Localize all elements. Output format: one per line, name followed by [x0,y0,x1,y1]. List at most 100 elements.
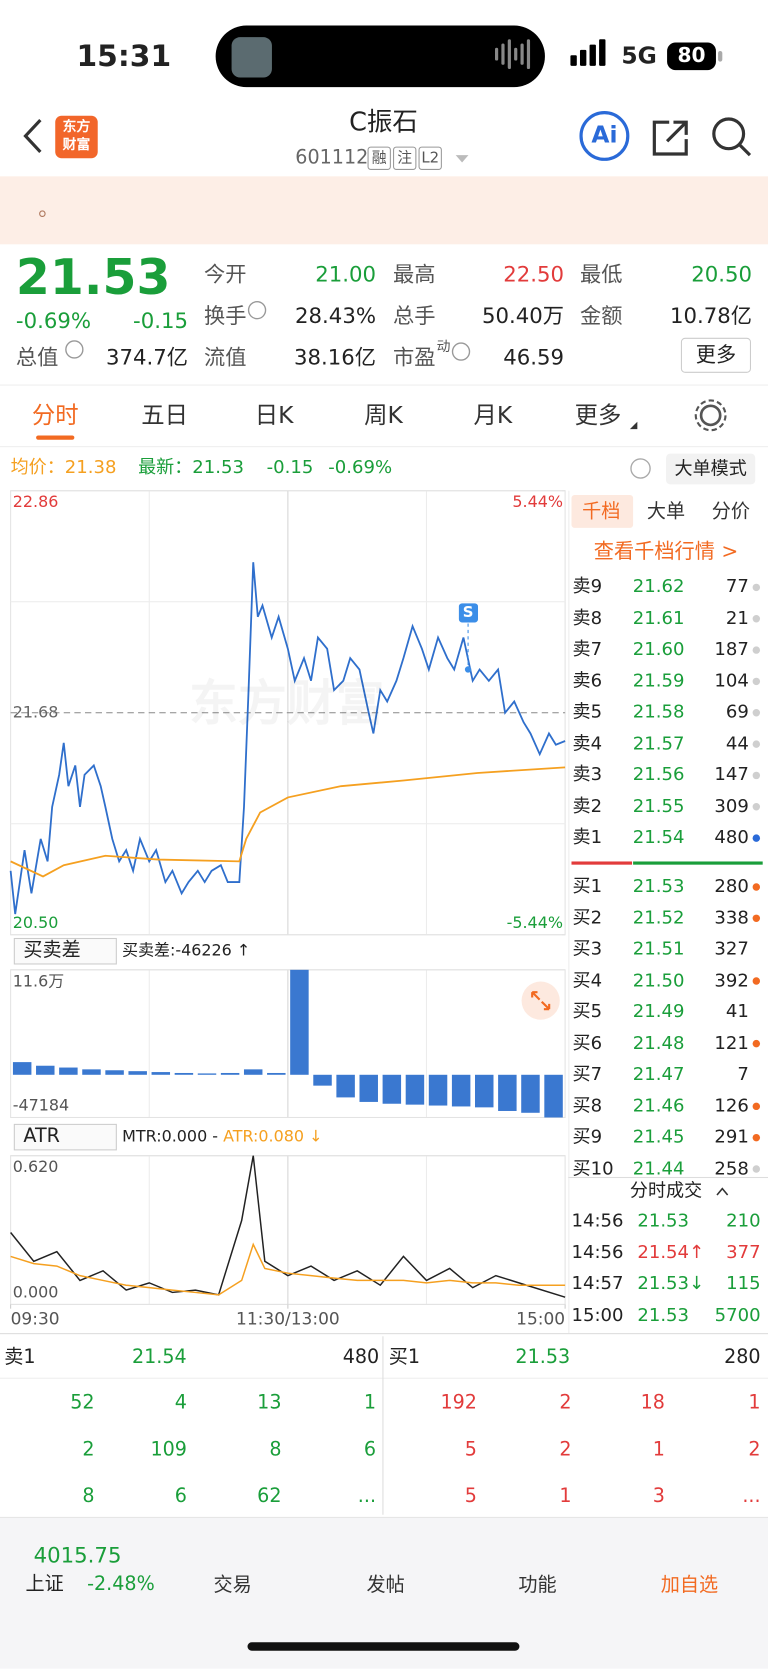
divider [0,446,768,448]
level-dot [752,883,761,891]
tab[interactable]: 更多 [574,402,622,430]
level-volume: 280 [714,875,749,898]
indicator-value: 买卖差:-46226 ↑ [122,940,251,960]
big-order-label[interactable]: 大单模式 [674,458,747,480]
level-price: 21.50 [632,969,685,992]
field-value: 38.16亿 [293,344,377,370]
help-icon [630,458,651,479]
queue-order: 6 [174,1485,187,1508]
level-dot [752,914,761,923]
level-dot [752,834,761,842]
nav-item[interactable]: 交易 [213,1574,252,1597]
nav-item[interactable]: 加自选 [660,1574,719,1597]
series-line [10,1242,566,1296]
search-icon [712,117,746,151]
level-volume: 126 [714,1095,749,1117]
home-indicator [247,1642,520,1651]
bar [128,1071,147,1075]
divider [568,1176,768,1179]
more-button[interactable] [680,337,752,373]
tab-underline [36,435,75,440]
field-value: 10.78亿 [669,302,753,329]
tag-box [393,146,417,170]
tag-box [418,146,442,170]
level-price: 21.54 [632,826,685,849]
field-label: 换手 [203,302,247,329]
book-tab[interactable]: 分价 [711,500,750,523]
field-value: 46.59 [503,344,565,370]
y-tick-label: 20.50 [12,912,59,933]
banner-text: 。 [38,195,60,221]
banner [0,176,768,245]
annotation-point [464,666,472,673]
index-value[interactable]: 4015.75 [33,1542,122,1568]
logo-text: 财富 [62,137,91,154]
level-label: 卖5 [572,701,603,723]
trade-price: 21.53 [637,1304,690,1326]
book-link[interactable]: 查看千档行情 > [593,540,739,564]
island-wave [495,47,499,61]
logo[interactable] [55,115,98,159]
more-caret [629,421,638,430]
level-label: 卖6 [572,670,603,692]
battery [667,42,716,71]
level-dot [752,615,761,623]
queue-order: ... [742,1485,761,1508]
queue-order: 62 [257,1485,282,1508]
tag: 注 [397,149,413,167]
tab[interactable]: 日K [254,402,294,430]
level-dot [752,1133,761,1142]
level-price: 21.59 [632,670,685,692]
series-line [10,766,566,878]
trade-time: 15:00 [571,1304,624,1326]
indicator-value: ATR:0.080 ↓ [223,1126,323,1146]
bar [451,1074,471,1107]
divider [0,1333,768,1335]
last-price: 21.53 [15,248,171,306]
bar [359,1074,378,1102]
tab[interactable]: 周K [364,402,403,430]
field-label: 今开 [203,261,247,287]
trades-title: 分时成交 [629,1180,703,1202]
ai-label[interactable]: Ai [591,122,618,149]
y-tick-label: 22.86 [12,492,59,512]
queue-order: 2 [559,1391,572,1414]
y-tick-label: 0.000 [12,1282,59,1302]
logo-text: 东方 [62,119,91,136]
book-tab[interactable]: 大单 [646,500,686,523]
level-price: 21.44 [632,1157,685,1180]
change-pct: -0.69% [328,457,393,479]
field-value: 21.00 [315,261,377,287]
more-button-label[interactable]: 更多 [695,343,737,368]
field-label: 流值 [203,344,247,370]
level-volume: 7 [737,1063,749,1086]
level-volume: 258 [714,1157,749,1180]
trade-volume: 5700 [714,1304,761,1326]
level-label: 买8 [572,1095,603,1117]
bar [313,1074,332,1086]
nav-item[interactable]: 发帖 [366,1574,405,1597]
level-volume: 69 [725,701,749,723]
big-order-button[interactable] [666,453,756,485]
level-price: 21.45 [632,1126,685,1148]
y-tick-label: 21.68 [12,702,59,722]
indicator-name[interactable]: 买卖差 [23,939,81,962]
indicator-name[interactable]: ATR [23,1124,60,1148]
field-value: 20.50 [691,261,753,287]
level-volume: 104 [714,670,749,692]
tab[interactable]: 月K [473,402,513,430]
superscript: 动 [436,339,451,356]
level-volume: 309 [714,795,749,817]
book-tab[interactable]: 千档 [582,500,621,523]
tab[interactable]: 分时 [31,402,79,430]
level-dot [752,709,761,717]
level-label: 卖3 [572,764,603,786]
nav-item[interactable]: 功能 [518,1574,557,1597]
level-price: 21.56 [632,764,685,786]
level-volume: 480 [714,826,749,849]
tab[interactable]: 五日 [141,402,189,430]
spread-green [633,861,763,865]
trade-volume: 115 [726,1273,761,1295]
